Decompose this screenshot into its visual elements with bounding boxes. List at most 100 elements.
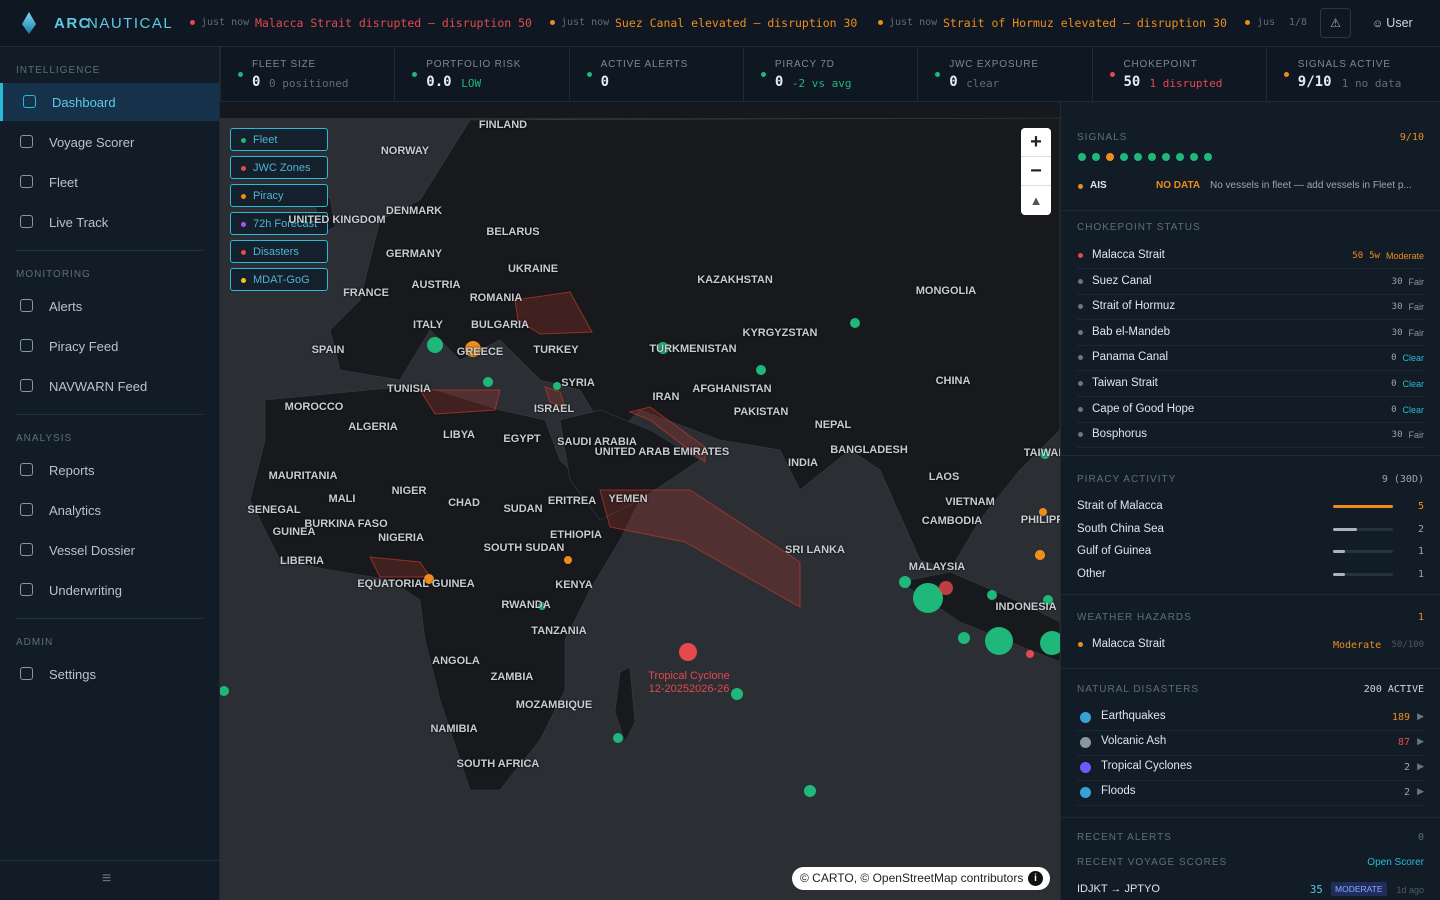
compass[interactable]: ▲ — [1029, 193, 1043, 208]
nav-item[interactable]: Live Track — [0, 203, 219, 241]
status-dot — [1078, 253, 1083, 258]
layer-toggle[interactable]: Piracy — [230, 184, 328, 207]
voyage-score: 35 — [1310, 884, 1323, 896]
chokepoint-values: 0 Clear — [1391, 379, 1424, 389]
expand-arrow[interactable]: ▶ — [1417, 761, 1424, 771]
disaster-count: 2 — [1403, 762, 1410, 773]
chokepoint-values: 30 Fair — [1392, 430, 1424, 440]
kpi-card: SIGNALS ACTIVE 9/10 1 no data — [1265, 47, 1440, 102]
status: Fair — [1408, 302, 1425, 313]
kpi-value: 0.0 — [426, 74, 452, 90]
status-dot — [1078, 304, 1083, 310]
country-label: AUSTRIA — [411, 279, 461, 291]
ticker-text: Suez Canal elevated — disruption 30 — [615, 16, 858, 30]
bar — [1333, 550, 1345, 554]
region-name: Strait of Malacca — [1077, 500, 1163, 512]
country-label: DENMARK — [385, 205, 443, 217]
status: Fair — [1408, 276, 1425, 287]
nav-item[interactable]: Vessel Dossier — [0, 531, 219, 569]
status-dot — [760, 72, 766, 77]
nav-icon — [20, 215, 33, 228]
disaster-count: 87 — [1397, 737, 1410, 748]
user-menu[interactable]: ☺ User — [1372, 16, 1413, 30]
chokepoint-values: 0 Clear — [1391, 353, 1424, 363]
layer-label: MDAT-GoG — [253, 274, 310, 286]
country-label: GERMANY — [385, 248, 443, 260]
kpi-sub: -2 vs avg — [791, 77, 852, 90]
chokepoint-values: 50 5w Moderate — [1352, 251, 1424, 261]
signal-source: AIS — [1090, 180, 1107, 191]
expand-arrow[interactable]: ▶ — [1417, 736, 1424, 746]
section-title: SIGNALS — [1077, 132, 1128, 143]
expand-arrow[interactable]: ▶ — [1417, 711, 1424, 721]
layer-toggle[interactable]: Disasters — [230, 240, 328, 263]
risk-zones — [369, 291, 801, 608]
nav-item[interactable]: Voyage Scorer — [0, 123, 219, 161]
nav-item[interactable]: Reports — [0, 451, 219, 489]
info-button[interactable]: i — [1028, 871, 1043, 886]
zoom-in[interactable]: + — [1021, 128, 1051, 157]
country-label: TAIWAN — [1023, 447, 1060, 459]
signal-dot — [1204, 153, 1212, 161]
collapse-button[interactable]: ≡ — [102, 870, 112, 887]
nav-item[interactable]: Underwriting — [0, 571, 219, 609]
nav-icon — [23, 95, 36, 108]
layer-toggle[interactable]: MDAT-GoG — [230, 268, 328, 291]
nav-label: Voyage Scorer — [49, 135, 135, 150]
divider — [1077, 319, 1425, 321]
kpi-card: PORTFOLIO RISK 0.0 LOW — [394, 47, 568, 102]
status: Clear — [1402, 379, 1424, 389]
country-label: MAURITANIA — [268, 470, 338, 482]
country-label: ALGERIA — [348, 421, 398, 433]
nav-item[interactable]: Alerts — [0, 287, 219, 325]
section-count: 9/10 — [1399, 132, 1424, 143]
country-label: SRI LANKA — [785, 544, 845, 556]
country-label: LAOS — [928, 471, 960, 483]
divider — [1061, 594, 1440, 595]
country-label: ZAMBIA — [490, 671, 534, 683]
divider — [16, 618, 203, 619]
nav-item[interactable]: Piracy Feed — [0, 327, 219, 365]
layer-toggle[interactable]: JWC Zones — [230, 156, 328, 179]
layer-toggle[interactable]: 72h Forecast — [230, 212, 328, 235]
hazard-level: Moderate — [1333, 640, 1382, 651]
nav-item[interactable]: Analytics — [0, 491, 219, 529]
ticker-count: 1/8 — [1289, 17, 1308, 28]
ticker-time: just now — [561, 17, 610, 28]
kpi-sub: 1 no data — [1341, 77, 1402, 90]
nav-item[interactable]: NAVWARN Feed — [0, 367, 219, 405]
country-label: NIGER — [391, 485, 427, 497]
chokepoint-name: Bab el-Mandeb — [1092, 325, 1170, 338]
count: 1 — [1417, 546, 1424, 558]
open-scorer-link[interactable]: Open Scorer — [1367, 857, 1424, 868]
signal-dot — [1162, 153, 1170, 161]
chokepoint-name: Malacca Strait — [1092, 249, 1165, 261]
country-label: INDIA — [788, 457, 818, 469]
expand-arrow[interactable]: ▶ — [1417, 786, 1424, 796]
score: 0 — [1391, 404, 1397, 415]
nav-item[interactable]: Dashboard — [0, 83, 219, 121]
layer-toggle[interactable]: Fleet — [230, 128, 328, 151]
country-label: TURKEY — [533, 344, 579, 356]
status-dot — [1078, 642, 1083, 647]
zoom-out[interactable]: − — [1021, 157, 1051, 186]
nav-item[interactable]: Settings — [0, 655, 219, 693]
kpi-value: 9/10 — [1297, 74, 1332, 90]
section-title: RECENT ALERTS — [1077, 832, 1172, 843]
country-label: KAZAKHSTAN — [697, 274, 773, 286]
ticker-dot — [1245, 20, 1250, 25]
signal-dot — [1190, 153, 1198, 161]
map-canvas — [220, 117, 1060, 900]
divider — [1077, 730, 1425, 731]
section-title: NATURAL DISASTERS — [1077, 684, 1200, 695]
kpi-bar: FLEET SIZE 0 0 positioned PORTFOLIO RISK 0.0… — [220, 47, 1440, 102]
layer-label: Fleet — [253, 134, 278, 146]
region-name: South China Sea — [1077, 522, 1164, 535]
score: 30 — [1391, 276, 1403, 287]
status-dot — [586, 72, 592, 77]
ticker-text: Strait of Hormuz elevated — disruption 3… — [943, 16, 1227, 30]
alerts-button[interactable]: ⚠ — [1320, 8, 1351, 38]
nav-item[interactable]: Fleet — [0, 163, 219, 201]
country-label: PHILIPPINES — [1020, 514, 1060, 526]
kpi-label: SIGNALS ACTIVE — [1297, 59, 1391, 70]
